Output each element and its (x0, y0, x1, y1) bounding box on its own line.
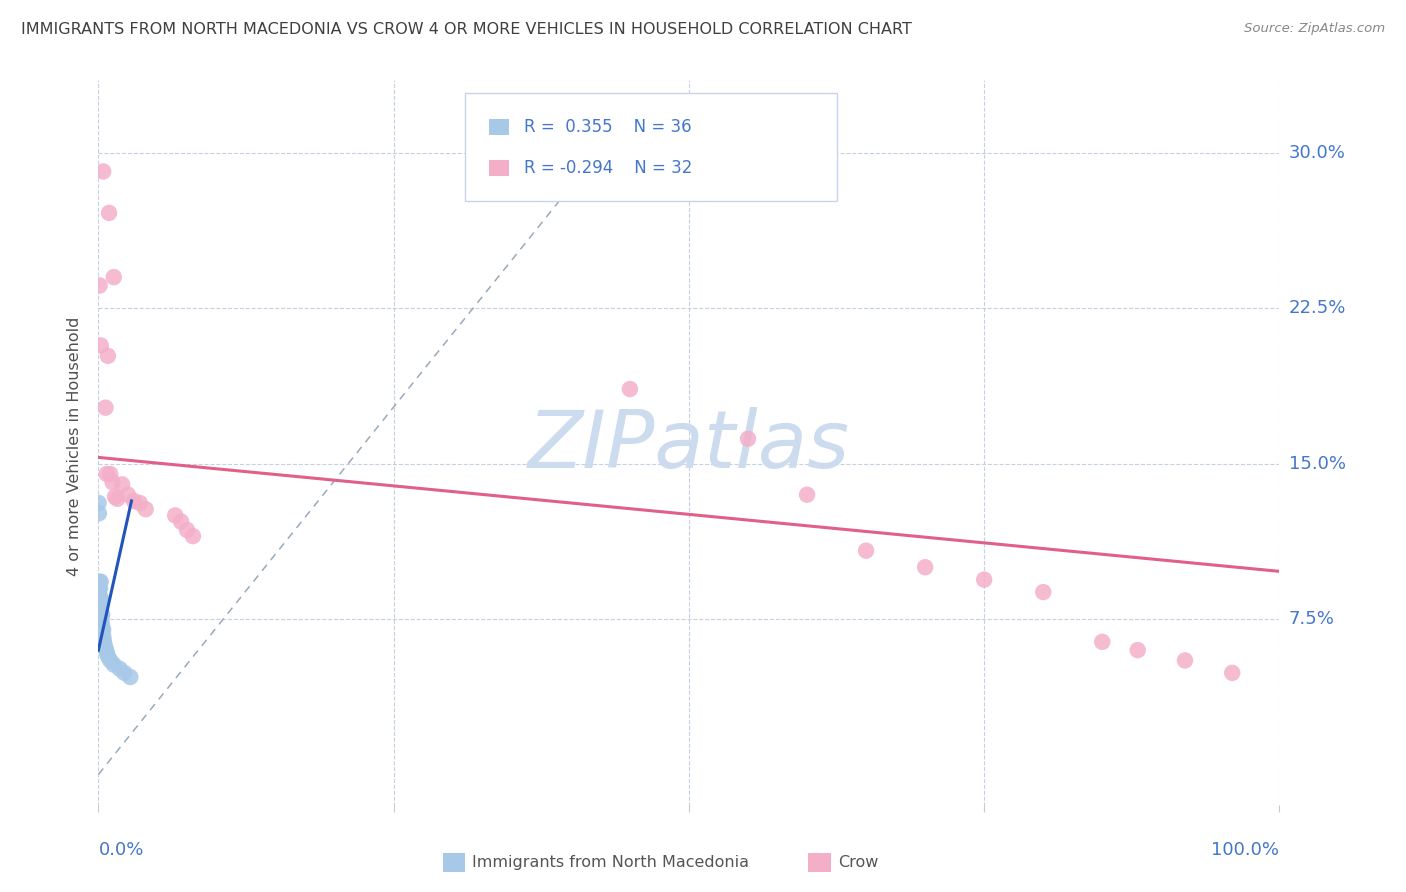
Point (176, 523, 198, 537)
Point (93, 637, 115, 651)
Point (94, 640, 117, 655)
Text: Crow: Crow (838, 855, 879, 870)
Point (128, 496, 150, 510)
Point (87, 579, 110, 593)
Point (135, 502, 157, 516)
Point (1032, 585, 1054, 599)
Point (1126, 643, 1149, 657)
Point (87, 506, 110, 520)
FancyBboxPatch shape (464, 93, 837, 201)
Point (91, 607, 114, 622)
Point (90, 607, 112, 622)
Point (90, 338, 112, 352)
Point (93, 632, 115, 647)
Point (165, 508, 187, 523)
Point (90, 604, 112, 618)
Point (97, 349, 120, 363)
Point (90, 620, 112, 634)
Point (89, 582, 111, 597)
Point (103, 657, 125, 672)
Point (104, 490, 127, 504)
Text: 15.0%: 15.0% (1289, 455, 1346, 473)
Point (87, 496, 110, 510)
Point (97, 649, 120, 664)
Point (1174, 653, 1197, 667)
Point (89, 278, 111, 293)
Point (91, 623, 114, 637)
Point (89, 604, 111, 618)
Point (90, 574, 112, 589)
Text: 30.0%: 30.0% (1289, 144, 1346, 161)
Point (105, 491, 128, 506)
Point (111, 477, 134, 491)
Point (90, 598, 112, 612)
Point (89, 581, 111, 595)
Text: Immigrants from North Macedonia: Immigrants from North Macedonia (472, 855, 749, 870)
Point (91, 164, 114, 178)
Point (89, 574, 111, 589)
Text: IMMIGRANTS FROM NORTH MACEDONIA VS CROW 4 OR MORE VEHICLES IN HOUSEHOLD CORRELAT: IMMIGRANTS FROM NORTH MACEDONIA VS CROW … (21, 22, 912, 37)
Point (1220, 665, 1243, 680)
Point (1091, 635, 1114, 649)
Text: 100.0%: 100.0% (1212, 841, 1279, 859)
Point (90, 614, 112, 628)
Text: 7.5%: 7.5% (1289, 610, 1334, 628)
Text: 0.0%: 0.0% (98, 841, 143, 859)
Point (103, 270, 125, 285)
Point (89, 595, 111, 609)
Point (96, 467, 118, 481)
Point (973, 573, 995, 587)
Text: 22.5%: 22.5% (1289, 299, 1347, 318)
Point (91, 629, 114, 643)
Point (117, 488, 139, 502)
Point (96, 645, 118, 659)
Point (91, 624, 114, 639)
Point (90, 591, 112, 606)
Point (91, 624, 114, 639)
Text: Source: ZipAtlas.com: Source: ZipAtlas.com (1244, 22, 1385, 36)
Point (89, 589, 111, 603)
Point (855, 543, 877, 558)
Point (112, 665, 135, 680)
FancyBboxPatch shape (489, 119, 509, 136)
Point (796, 488, 818, 502)
Point (98, 467, 121, 481)
Point (108, 662, 131, 676)
Point (94, 401, 117, 415)
Point (91, 618, 114, 632)
Point (89, 593, 111, 607)
FancyBboxPatch shape (489, 160, 509, 176)
Point (170, 515, 193, 529)
Y-axis label: 4 or more Vehicles in Household: 4 or more Vehicles in Household (67, 317, 83, 575)
Point (89, 601, 111, 615)
Point (98, 653, 121, 667)
Point (737, 432, 759, 446)
Text: ZIPatlas: ZIPatlas (527, 407, 851, 485)
Point (619, 382, 641, 396)
Point (90, 610, 112, 624)
Point (98, 206, 121, 220)
Point (914, 560, 936, 574)
Text: R =  0.355    N = 36: R = 0.355 N = 36 (524, 118, 692, 136)
Point (89, 598, 111, 612)
Point (101, 475, 124, 490)
Point (122, 494, 145, 508)
Point (120, 670, 142, 684)
Point (181, 529, 204, 543)
Text: R = -0.294    N = 32: R = -0.294 N = 32 (524, 159, 693, 177)
